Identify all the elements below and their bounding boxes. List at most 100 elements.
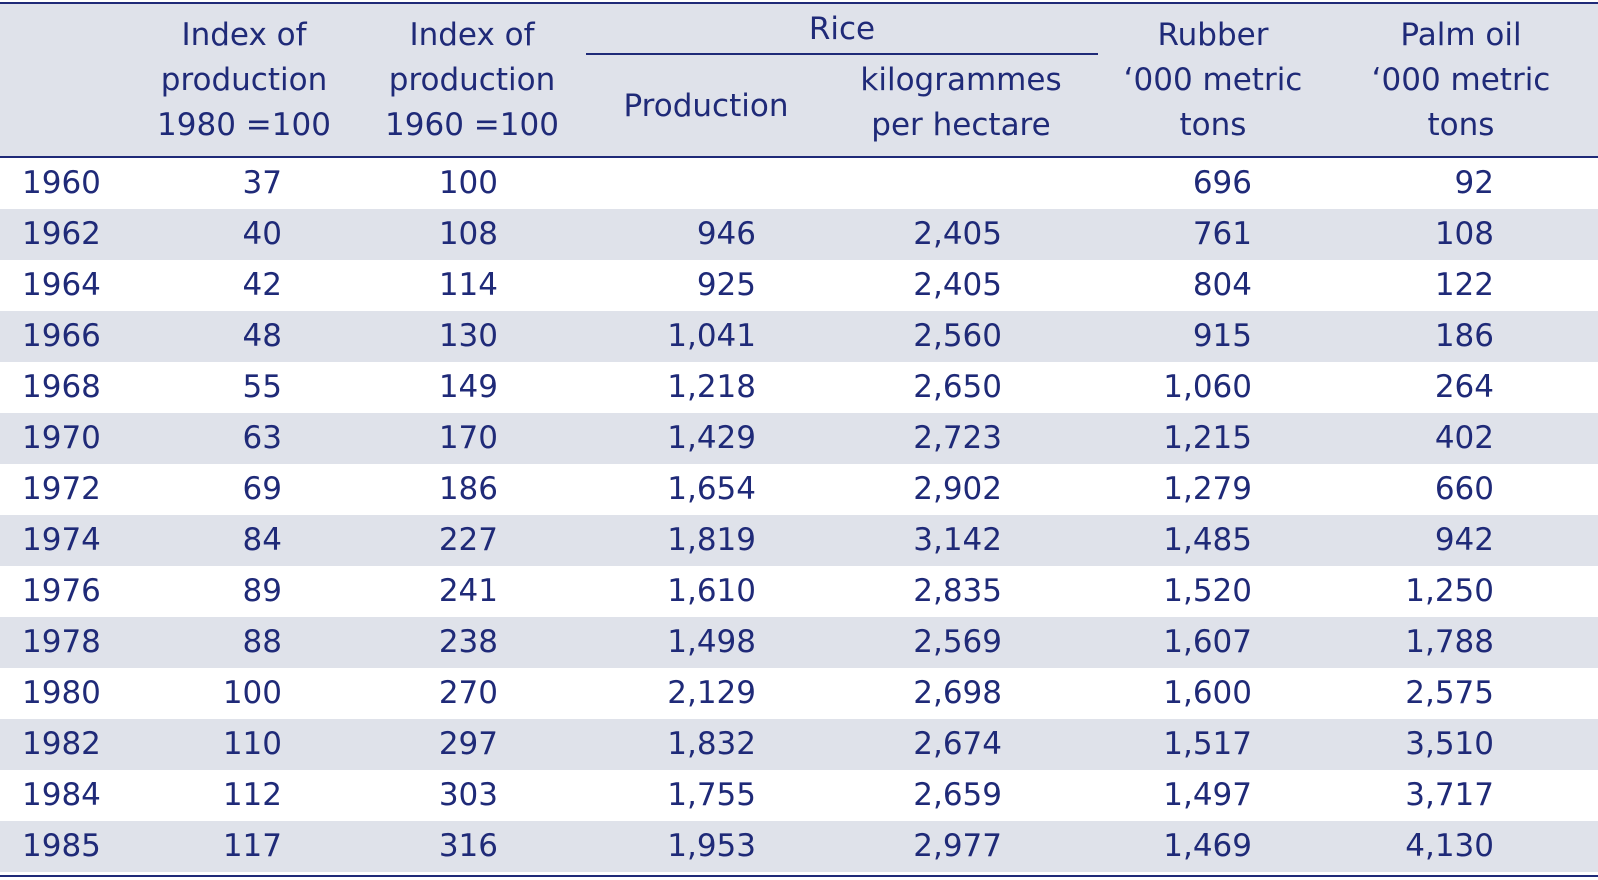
header-index-1960-line2: production [388, 62, 556, 98]
table-row: 1984 112 303 1,755 2,659 1,497 3,717 [0, 770, 1598, 821]
cell-rice-yield: 2,405 [913, 267, 1002, 303]
table-row: 1982 110 297 1,832 2,674 1,517 3,510 [0, 719, 1598, 770]
cell-index-1960: 316 [438, 828, 498, 864]
cell-year: 1978 [22, 624, 101, 660]
cell-palm-oil: 3,510 [1405, 726, 1494, 762]
cell-year: 1970 [22, 420, 101, 456]
cell-rice-yield: 3,142 [913, 522, 1002, 558]
cell-year: 1966 [22, 318, 101, 354]
cell-rubber: 1,520 [1163, 573, 1252, 609]
cell-index-1980: 55 [242, 369, 282, 405]
cell-palm-oil: 942 [1434, 522, 1494, 558]
cell-year: 1972 [22, 471, 101, 507]
cell-rice-production: 1,610 [667, 573, 756, 609]
cell-rice-production: 2,129 [667, 675, 756, 711]
cell-rubber: 1,517 [1163, 726, 1252, 762]
cell-index-1960: 108 [438, 216, 498, 252]
table-row: 1974 84 227 1,819 3,142 1,485 942 [0, 515, 1598, 566]
table-row: 1964 42 114 925 2,405 804 122 [0, 260, 1598, 311]
cell-index-1960: 170 [438, 420, 498, 456]
header-index-1960-line1: Index of [409, 17, 535, 53]
cell-rubber: 1,215 [1163, 420, 1252, 456]
header-rice-yield-line2: per hectare [871, 107, 1051, 143]
cell-index-1980: 40 [242, 216, 282, 252]
cell-rice-yield: 2,405 [913, 216, 1002, 252]
table-row: 1970 63 170 1,429 2,723 1,215 402 [0, 413, 1598, 464]
cell-rice-production: 1,429 [667, 420, 756, 456]
cell-rubber: 1,485 [1163, 522, 1252, 558]
table-row: 1962 40 108 946 2,405 761 108 [0, 209, 1598, 260]
cell-index-1960: 227 [438, 522, 498, 558]
header-index-1980: Index of production 1980 =100 [150, 13, 338, 148]
cell-index-1980: 88 [242, 624, 282, 660]
cell-rice-yield: 2,560 [913, 318, 1002, 354]
cell-rice-yield: 2,698 [913, 675, 1002, 711]
cell-rice-production: 1,041 [667, 318, 756, 354]
header-rule [0, 156, 1598, 158]
cell-rubber: 1,060 [1163, 369, 1252, 405]
cell-year: 1962 [22, 216, 101, 252]
header-rice-production: Production [606, 84, 806, 129]
header-rubber-line1: Rubber [1157, 17, 1269, 53]
header-index-1980-line1: Index of [181, 17, 307, 53]
table-row: 1985 117 316 1,953 2,977 1,469 4,130 [0, 821, 1598, 872]
table-row: 1968 55 149 1,218 2,650 1,060 264 [0, 362, 1598, 413]
cell-rubber: 696 [1192, 165, 1252, 201]
table-row: 1966 48 130 1,041 2,560 915 186 [0, 311, 1598, 362]
cell-palm-oil: 2,575 [1405, 675, 1494, 711]
cell-year: 1960 [22, 165, 101, 201]
cell-index-1980: 69 [242, 471, 282, 507]
cell-index-1980: 84 [242, 522, 282, 558]
cell-index-1980: 117 [222, 828, 282, 864]
header-palm-oil: Palm oil ‘000 metric tons [1366, 13, 1556, 148]
cell-index-1960: 270 [438, 675, 498, 711]
cell-year: 1974 [22, 522, 101, 558]
cell-rubber: 761 [1192, 216, 1252, 252]
cell-index-1980: 37 [242, 165, 282, 201]
table-header-background [0, 4, 1598, 156]
cell-rice-production: 1,832 [667, 726, 756, 762]
cell-rice-production: 1,498 [667, 624, 756, 660]
cell-palm-oil: 92 [1454, 165, 1494, 201]
bottom-rule [0, 875, 1598, 877]
table-row: 1960 37 100 696 92 [0, 158, 1598, 209]
cell-index-1980: 48 [242, 318, 282, 354]
cell-index-1960: 186 [438, 471, 498, 507]
cell-index-1980: 63 [242, 420, 282, 456]
cell-palm-oil: 186 [1434, 318, 1494, 354]
header-palm-oil-line3: tons [1427, 107, 1495, 143]
table-row: 1976 89 241 1,610 2,835 1,520 1,250 [0, 566, 1598, 617]
cell-palm-oil: 3,717 [1405, 777, 1494, 813]
header-palm-oil-line2: ‘000 metric [1371, 62, 1551, 98]
cell-year: 1985 [22, 828, 101, 864]
header-rubber-line3: tons [1179, 107, 1247, 143]
cell-palm-oil: 402 [1434, 420, 1494, 456]
cell-year: 1984 [22, 777, 101, 813]
cell-palm-oil: 108 [1434, 216, 1494, 252]
rice-group-rule [586, 53, 1098, 55]
cell-palm-oil: 122 [1434, 267, 1494, 303]
cell-rice-yield: 2,650 [913, 369, 1002, 405]
cell-rice-yield: 2,977 [913, 828, 1002, 864]
cell-rice-yield: 2,902 [913, 471, 1002, 507]
cell-palm-oil: 4,130 [1405, 828, 1494, 864]
header-index-1960-line3: 1960 =100 [385, 107, 559, 143]
cell-rice-yield: 2,659 [913, 777, 1002, 813]
header-rubber-line2: ‘000 metric [1123, 62, 1303, 98]
header-rice-production-label: Production [623, 88, 789, 124]
cell-index-1960: 114 [438, 267, 498, 303]
header-rice-label: Rice [808, 11, 876, 47]
cell-index-1960: 303 [438, 777, 498, 813]
cell-rice-production: 1,218 [667, 369, 756, 405]
cell-rubber: 1,607 [1163, 624, 1252, 660]
cell-rice-yield: 2,674 [913, 726, 1002, 762]
cell-rubber: 1,600 [1163, 675, 1252, 711]
cell-index-1960: 130 [438, 318, 498, 354]
cell-index-1980: 100 [222, 675, 282, 711]
cell-index-1960: 297 [438, 726, 498, 762]
cell-rice-yield: 2,723 [913, 420, 1002, 456]
cell-rice-production: 1,819 [667, 522, 756, 558]
header-palm-oil-line1: Palm oil [1400, 17, 1522, 53]
header-rubber: Rubber ‘000 metric tons [1118, 13, 1308, 148]
cell-index-1980: 110 [222, 726, 282, 762]
